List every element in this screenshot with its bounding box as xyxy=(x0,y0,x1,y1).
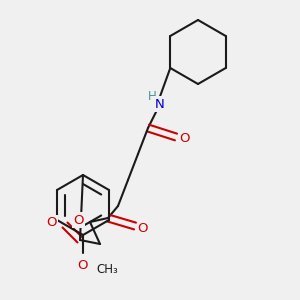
Text: CH₃: CH₃ xyxy=(96,263,118,276)
Text: O: O xyxy=(46,217,57,230)
Text: O: O xyxy=(74,214,84,226)
Text: N: N xyxy=(155,98,165,110)
Text: H: H xyxy=(148,89,156,103)
Text: O: O xyxy=(138,221,148,235)
Text: O: O xyxy=(179,133,189,146)
Text: O: O xyxy=(77,259,87,272)
